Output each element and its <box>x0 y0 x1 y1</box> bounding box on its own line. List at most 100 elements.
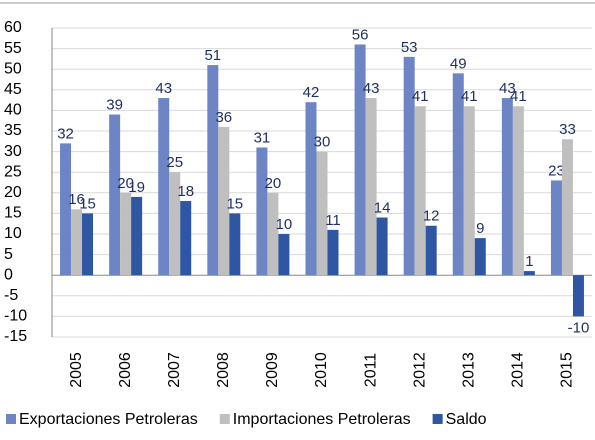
y-tick-label: 55 <box>4 40 22 57</box>
x-tick-label: 2005 <box>68 352 85 388</box>
data-label: 10 <box>276 216 293 233</box>
bar <box>463 106 475 276</box>
data-label: 43 <box>363 80 380 97</box>
bar <box>414 106 426 276</box>
bar <box>561 139 573 276</box>
data-label: 53 <box>401 39 418 56</box>
bar <box>572 275 584 317</box>
bar <box>354 44 366 276</box>
legend-label: Importaciones Petroleras <box>233 411 411 428</box>
bar <box>169 172 181 276</box>
data-label: -10 <box>568 319 590 336</box>
data-label: 23 <box>548 162 565 179</box>
bar <box>501 98 513 276</box>
y-tick-label: 35 <box>4 122 22 139</box>
x-tick-label: 2008 <box>215 352 232 388</box>
y-tick-label: -5 <box>4 287 18 304</box>
bar <box>158 98 170 276</box>
bar <box>474 238 486 276</box>
y-tick-label: 50 <box>4 60 22 77</box>
bar <box>82 213 94 276</box>
y-tick-label: 15 <box>4 205 22 222</box>
bar <box>60 143 72 276</box>
data-label: 43 <box>499 80 516 97</box>
x-tick-label: 2011 <box>362 353 379 388</box>
data-label: 41 <box>510 88 527 105</box>
data-label: 32 <box>57 125 74 142</box>
bar <box>229 213 241 276</box>
x-tick-label: 2007 <box>166 352 183 388</box>
x-tick-label: 2012 <box>411 352 428 388</box>
data-label: 36 <box>215 109 232 126</box>
data-label: 51 <box>204 47 221 64</box>
data-label: 41 <box>412 88 429 105</box>
bar <box>512 106 524 276</box>
bar <box>120 192 132 276</box>
bar <box>71 209 83 276</box>
data-label: 56 <box>352 26 369 43</box>
y-tick-label: 40 <box>4 102 22 119</box>
bar <box>550 180 562 276</box>
bar <box>452 73 464 276</box>
y-tick-label: -10 <box>4 308 27 325</box>
y-tick-label: 60 <box>4 19 22 36</box>
legend-swatch <box>432 414 443 424</box>
bar <box>267 192 279 276</box>
x-tick-label: 2010 <box>313 352 330 388</box>
bar <box>218 126 230 276</box>
y-tick-label: 25 <box>4 163 22 180</box>
data-label: 15 <box>79 195 96 212</box>
bar <box>523 271 535 276</box>
legend-label: Exportaciones Petroleras <box>19 411 198 428</box>
bar <box>425 225 437 276</box>
data-label: 49 <box>450 55 467 72</box>
data-label: 1 <box>525 253 533 270</box>
bar <box>365 98 377 276</box>
data-label: 9 <box>476 220 484 237</box>
bar <box>327 229 339 276</box>
x-tick-label: 2013 <box>460 352 477 388</box>
data-label: 43 <box>155 80 172 97</box>
data-label: 18 <box>177 183 194 200</box>
data-label: 12 <box>423 208 440 225</box>
bar <box>278 234 290 276</box>
legend-swatch <box>6 414 16 424</box>
data-label: 30 <box>314 134 331 151</box>
bar <box>256 147 268 276</box>
y-tick-label: 0 <box>4 266 13 283</box>
data-label: 14 <box>374 199 391 216</box>
data-label: 41 <box>461 88 478 105</box>
legend-swatch <box>219 414 230 424</box>
data-label: 31 <box>254 129 271 146</box>
data-label: 16 <box>68 191 85 208</box>
data-label: 33 <box>559 121 576 138</box>
data-label: 20 <box>117 175 134 192</box>
x-tick-label: 2014 <box>510 352 527 388</box>
y-tick-label: 45 <box>4 81 22 98</box>
legend-label: Saldo <box>446 411 487 428</box>
data-label: 11 <box>325 212 341 229</box>
y-tick-label: 10 <box>4 225 22 242</box>
data-label: 19 <box>128 179 145 196</box>
y-tick-label: 5 <box>4 246 13 263</box>
x-tick-label: 2015 <box>559 352 576 388</box>
bar <box>376 217 388 276</box>
y-tick-label: -15 <box>4 328 27 345</box>
bar <box>403 56 415 276</box>
bar <box>109 114 121 276</box>
data-label: 15 <box>226 195 243 212</box>
data-label: 42 <box>303 84 320 101</box>
data-label: 20 <box>265 175 282 192</box>
bar <box>131 196 143 276</box>
data-label: 39 <box>106 96 123 113</box>
bar <box>180 201 192 276</box>
y-tick-label: 20 <box>4 184 22 201</box>
data-label: 25 <box>166 154 183 171</box>
y-tick-label: 30 <box>4 143 22 160</box>
bar <box>305 102 317 276</box>
x-tick-label: 2009 <box>264 352 281 388</box>
bar <box>207 65 219 276</box>
x-tick-label: 2006 <box>117 352 134 388</box>
bar <box>316 151 328 276</box>
